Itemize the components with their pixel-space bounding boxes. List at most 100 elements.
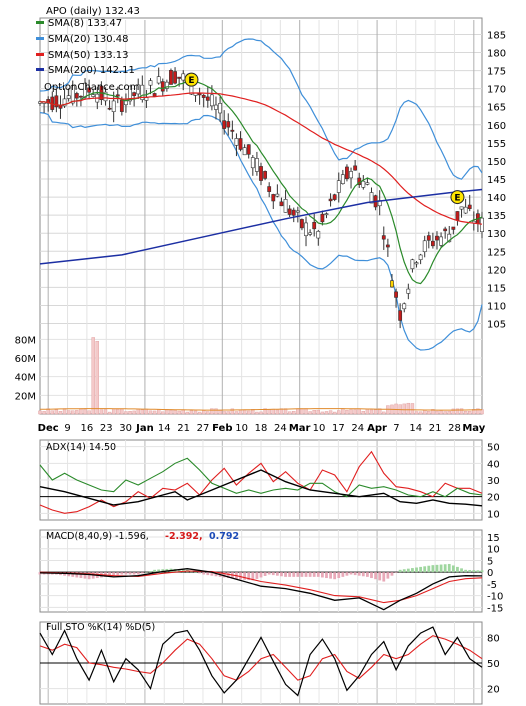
macd-tick-label: -15: [487, 603, 503, 614]
legend-swatch-sma20: [36, 37, 44, 40]
macd-hist-bar: [386, 572, 390, 579]
earnings-marker: [450, 190, 465, 205]
x-tick-label: 27: [197, 423, 210, 434]
macd-hist-bar: [202, 572, 206, 575]
volume-bar: [214, 408, 218, 415]
macd-hist-bar: [296, 572, 300, 577]
volume-bar: [75, 410, 79, 415]
volume-bar: [308, 411, 312, 415]
candle: [230, 129, 235, 132]
x-tick-label: Mar: [289, 423, 311, 434]
candle: [250, 157, 255, 169]
gridlines: [40, 20, 482, 704]
x-tick-label: 10: [313, 423, 326, 434]
macd-hist-bar: [329, 572, 332, 579]
candle: [70, 85, 75, 104]
macd-tick-label: 10: [487, 545, 500, 556]
macd-hist-bar: [333, 572, 337, 580]
volume-bar: [255, 411, 259, 415]
volume-bar: [124, 411, 128, 415]
price-tick-label: 135: [487, 211, 506, 222]
volume-bar: [345, 410, 349, 415]
adx-panel: [39, 450, 483, 514]
adx-tick-label: 40: [487, 459, 500, 470]
sma8-line: [39, 80, 483, 285]
candle: [259, 166, 263, 181]
volume-bar: [140, 409, 145, 415]
macd-hist-bar: [419, 566, 423, 573]
volume-bar: [197, 411, 202, 415]
candle: [422, 240, 427, 253]
candle: [246, 144, 251, 155]
volume-bar: [451, 408, 456, 415]
volume-bar: [267, 409, 271, 415]
macd-hist-bar: [398, 569, 402, 573]
volume-bar: [402, 403, 406, 415]
candle: [132, 92, 137, 97]
sma50-line: [39, 92, 483, 225]
candle: [144, 97, 149, 101]
volume-bar: [463, 411, 468, 415]
volume-bar: [275, 409, 280, 415]
price-tick-label: 105: [487, 320, 506, 331]
macd-hist-bar: [402, 569, 406, 573]
candle: [435, 235, 439, 241]
x-tick-label: 9: [64, 423, 70, 434]
volume-bar: [292, 411, 296, 415]
macd-hist-bar: [443, 564, 447, 573]
volume-tick-label: 20M: [15, 391, 36, 402]
macd-hist-bar: [361, 572, 365, 577]
volume-bar: [472, 409, 476, 415]
adx-label: ADX(14) 14.50: [46, 442, 116, 453]
candle: [455, 211, 460, 221]
candle: [353, 165, 358, 171]
volume-bar: [337, 410, 341, 415]
candle: [275, 193, 280, 197]
macd-hist-bar: [300, 572, 304, 577]
candle: [103, 91, 108, 102]
macd-hist-bar: [353, 572, 357, 576]
volume-bar: [435, 410, 439, 415]
x-tick-label: 14: [409, 423, 422, 434]
macd-hist-bar: [374, 572, 377, 580]
macd-hist-bar: [451, 565, 455, 573]
plus-di-line: [39, 457, 483, 498]
candle: [46, 99, 51, 104]
volume-bar: [361, 411, 366, 415]
macd-signal-label: -2.392,: [165, 531, 203, 542]
volume-bar: [202, 410, 206, 415]
candle: [451, 226, 456, 230]
candle: [418, 254, 423, 260]
candle: [349, 171, 353, 179]
volume-bar: [283, 408, 288, 415]
x-tick-label: Apr: [367, 423, 387, 434]
candle: [205, 96, 210, 101]
candle: [398, 310, 403, 321]
macd-hist-bar: [255, 572, 259, 579]
volume-bar: [414, 411, 419, 415]
macd-hist-bar: [431, 565, 435, 573]
macd-hist-bar: [468, 569, 472, 573]
macd-hist-bar: [116, 572, 120, 576]
volume-bar: [206, 411, 210, 415]
price-tick-label: 125: [487, 247, 506, 258]
x-tick-label: 21: [177, 423, 190, 434]
adx-tick-label: 10: [487, 509, 500, 520]
volume-bar: [247, 410, 251, 415]
volume-bar: [58, 410, 63, 415]
macd-hist-bar: [75, 572, 79, 578]
macd-hist-bar: [288, 572, 292, 577]
candle: [242, 147, 247, 156]
macd-hist-bar: [382, 572, 386, 582]
x-tick-label: 18: [255, 423, 268, 434]
candle: [263, 171, 267, 179]
candle: [381, 235, 386, 240]
macd-hist-bar: [161, 569, 165, 573]
candle: [197, 93, 202, 96]
candle: [332, 194, 337, 200]
candle: [283, 199, 288, 213]
legend-sma50: SMA(50) 133.13: [48, 50, 129, 61]
x-tick-label: 17: [332, 423, 345, 434]
candle: [169, 70, 173, 85]
